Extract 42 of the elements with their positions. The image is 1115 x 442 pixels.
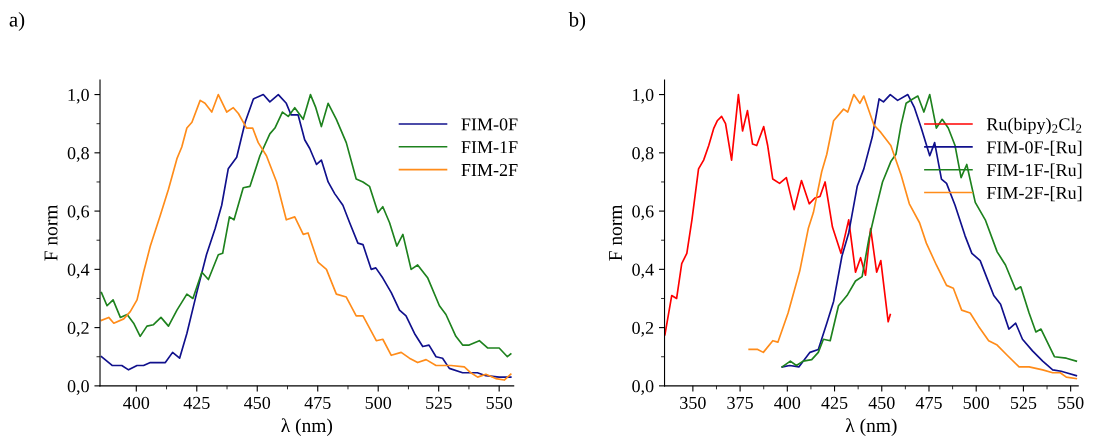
y-tick-label: 0,6 xyxy=(67,205,90,221)
x-tick-label: 475 xyxy=(304,396,331,409)
y-tick-label: 0,4 xyxy=(632,263,654,279)
x-tick-label: 475 xyxy=(915,396,942,409)
y-axis-title: F norm xyxy=(609,204,623,261)
x-axis-title: λ (nm) xyxy=(845,418,897,437)
x-tick-label: 400 xyxy=(774,396,801,409)
x-tick-label: 425 xyxy=(183,396,210,409)
y-tick-label: 0,0 xyxy=(632,380,654,395)
x-tick-label: 550 xyxy=(486,396,513,409)
x-tick-label: 525 xyxy=(426,396,452,409)
y-tick-label: 0,2 xyxy=(632,321,654,337)
y-axis-title: F norm xyxy=(44,204,58,261)
x-tick-label: 400 xyxy=(123,396,150,409)
x-tick-label: 425 xyxy=(821,396,848,409)
y-tick-label: 0,8 xyxy=(632,147,654,162)
legend-label: FIM-1F xyxy=(461,141,518,154)
legend-label: FIM-2F xyxy=(461,163,518,176)
y-tick-label: 0,2 xyxy=(67,321,89,337)
x-tick-label: 500 xyxy=(963,396,990,409)
y-tick-label: 0,6 xyxy=(632,205,654,221)
legend-label: FIM-0F xyxy=(461,118,518,131)
x-tick-label: 525 xyxy=(1010,396,1037,409)
y-tick-label: 0,0 xyxy=(67,380,89,395)
legend-label: FIM-1F-[Ru] xyxy=(986,163,1082,179)
legend-label: FIM-2F-[Ru] xyxy=(986,186,1082,202)
x-tick-label: 550 xyxy=(1058,396,1084,409)
x-tick-label: 350 xyxy=(680,396,706,409)
y-tick-label: 0,4 xyxy=(67,263,90,279)
x-tick-label: 375 xyxy=(727,396,753,409)
y-tick-label: 1,0 xyxy=(633,88,654,104)
x-axis-title: λ (nm) xyxy=(281,418,333,437)
y-tick-label: 1,0 xyxy=(68,88,89,104)
x-tick-label: 450 xyxy=(244,396,271,409)
line-series xyxy=(664,93,892,336)
chart-title: a) xyxy=(9,12,25,31)
x-tick-label: 500 xyxy=(365,396,392,409)
chart-title: b) xyxy=(568,12,586,31)
y-tick-label: 0,8 xyxy=(67,147,89,162)
legend-label: Ru(bipy)$_{2}$Cl$_{2}$ xyxy=(986,117,1082,135)
legend-label: FIM-0F-[Ru] xyxy=(986,140,1082,156)
x-tick-label: 450 xyxy=(868,396,895,409)
